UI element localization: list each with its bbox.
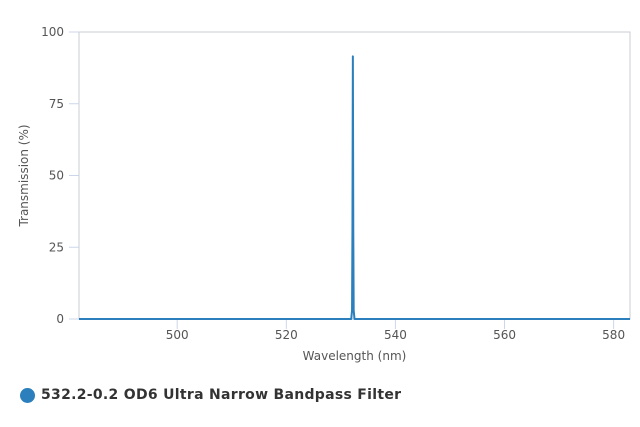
y-tick-label: 0 [56, 312, 64, 326]
x-tick-label: 500 [166, 328, 189, 342]
legend-label: 532.2-0.2 OD6 Ultra Narrow Bandpass Filt… [41, 387, 402, 403]
series-line [79, 55, 630, 320]
x-axis-label: Wavelength (nm) [303, 349, 407, 363]
y-tick-label: 50 [49, 169, 64, 183]
x-tick-label: 580 [602, 328, 625, 342]
y-tick-label: 75 [49, 97, 64, 111]
x-tick-label: 560 [493, 328, 516, 342]
y-tick-label: 25 [49, 240, 64, 254]
legend-item[interactable]: 532.2-0.2 OD6 Ultra Narrow Bandpass Filt… [20, 387, 401, 403]
x-tick-label: 520 [275, 328, 298, 342]
y-axis-label: Transmission (%) [17, 124, 31, 227]
legend-marker [20, 387, 35, 403]
y-tick-label: 100 [41, 25, 64, 39]
x-tick-label: 540 [384, 328, 407, 342]
